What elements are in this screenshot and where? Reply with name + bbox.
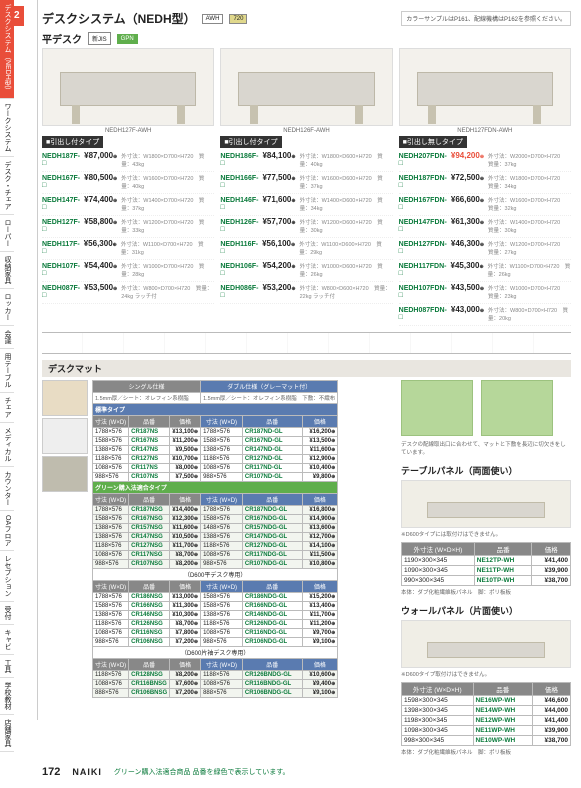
dimension-diagram [42,332,571,354]
badge-awh: AWH [202,14,224,24]
sidebar-item[interactable]: 用テーブル [0,349,14,393]
price-row: NEDH147F-□ ¥74,400⊕ 外寸法：W1400×D700×H720 … [42,194,214,216]
desk-caption: NEDH127F-AWH [42,128,214,134]
sidebar-item[interactable]: 受付 [0,602,14,625]
price-row: NEDH087F-□ ¥53,500⊕ 外寸法：W800×D700×H720 質… [42,282,214,304]
desk-image [220,48,392,126]
green-label: グリーン購入法適合商品 品番を緑色で表示しています。 [114,767,290,777]
price-row: NEDH117FDN-□ ¥45,300⊕ 外寸法：W1100×D700×H72… [399,260,571,282]
sidebar-item[interactable]: ローパー [0,215,14,252]
brand: NAIKI [72,767,102,777]
wall-panel-image [401,620,571,668]
sidebar-item[interactable]: 収納家具 [0,252,14,289]
table-panel-title: テーブルパネル（両面使い） [401,464,571,477]
price-row: NEDH147FDN-□ ¥61,300⊕ 外寸法：W1400×D700×H72… [399,216,571,238]
price-row: NEDH127FDN-□ ¥46,300⊕ 外寸法：W1200×D700×H72… [399,238,571,260]
price-row: NEDH187F-□ ¥87,000⊕ 外寸法：W1800×D700×H720 … [42,150,214,172]
desk-type-tag: ■引出し付タイプ [220,136,281,148]
wall-panel-mat: 本体：ダブ化粧繊維板パネル 脚：ポリ板板 [401,748,571,756]
page-title: デスクシステム（NEDH型） [42,10,196,27]
badge-gpn: GPN [117,34,138,44]
price-row: NEDH166F-□ ¥77,500⊕ 外寸法：W1600×D600×H720 … [220,172,392,194]
price-row: NEDH087FDN-□ ¥43,000⊕ 外寸法：W800×D700×H720… [399,304,571,326]
desk-image [399,48,571,126]
sidebar-item[interactable]: ロッカー [0,289,14,326]
mat-swatches [42,380,88,698]
sidebar-item[interactable]: レセプション [0,551,14,602]
price-row: NEDH107FDN-□ ¥43,500⊕ 外寸法：W1000×D700×H72… [399,282,571,304]
sidebar-item[interactable]: メディカル [0,423,14,467]
sidebar-item[interactable]: 店舗家具 [0,715,14,752]
price-row: NEDH107F-□ ¥54,400⊕ 外寸法：W1000×D700×H720 … [42,260,214,282]
price-row: NEDH127F-□ ¥58,800⊕ 外寸法：W1200×D700×H720 … [42,216,214,238]
page-number: 172 [42,766,60,778]
price-row: NEDH106F-□ ¥54,200⊕ 外寸法：W1000×D600×H720 … [220,260,392,282]
price-row: NEDH086F-□ ¥53,200⊕ 外寸法：W800×D600×H720 質… [220,282,392,304]
mat-layout-diagram [401,380,571,436]
badge-720: 720 [229,14,247,24]
table-panel-note: ※D600タイプには取付けはできません。 [401,530,571,538]
wall-panel-note: ※D600タイプ取付けはできません。 [401,670,571,678]
sidebar-item[interactable]: チェア [0,393,14,423]
price-row: NEDH167FDN-□ ¥66,600⊕ 外寸法：W1600×D700×H72… [399,194,571,216]
sidebar-item[interactable]: キャビ [0,625,14,655]
price-row: NEDH117F-□ ¥56,300⊕ 外寸法：W1100×D700×H720 … [42,238,214,260]
badge-jis: 新JIS [88,32,111,45]
price-row: NEDH186F-□ ¥84,100⊕ 外寸法：W1800×D600×H720 … [220,150,392,172]
price-row: NEDH187FDN-□ ¥72,500⊕ 外寸法：W1800×D700×H72… [399,172,571,194]
price-row: NEDH167F-□ ¥80,500⊕ 外寸法：W1600×D700×H720 … [42,172,214,194]
mat-note: デスクの配線取出口に合わせて、マットと下敷を長辺に切欠きをしています。 [401,440,571,456]
sidebar-item[interactable]: ワークシステム [0,99,14,157]
desk-type-tag: ■引出し無しタイプ [399,136,467,148]
desk-image [42,48,214,126]
sidebar: デスクシステム（NEDH型）ワークシステムデスク・チェアローパー収納家具ロッカー… [0,0,38,720]
sidebar-item[interactable]: デスク・チェア [0,157,14,215]
desk-caption: NEDH126F-AWH [220,128,392,134]
wall-panel-table: 外寸法 (W×D×H)品番価格1598×300×345NE16WP-WH¥46,… [401,682,571,746]
desk-type-tag: ■引出し付タイプ [42,136,103,148]
price-row: NEDH116F-□ ¥56,100⊕ 外寸法：W1100×D600×H720 … [220,238,392,260]
table-panel-mat: 本体：ダブ化粧繊維板パネル 脚：ポリ板板 [401,588,571,596]
desk-caption: NEDH127FDN-AWH [399,128,571,134]
sidebar-item[interactable]: 会議 [0,326,14,349]
sidebar-item[interactable]: 学校教材 [0,678,14,715]
sidebar-item[interactable]: デスクシステム（NEDH型） [0,0,14,99]
deskmat-table: シングル仕様ダブル仕様（グレーマット付）1.5mm厚／シート：オレフィン系樹脂1… [92,380,338,698]
wall-panel-title: ウォールパネル（片面使い） [401,604,571,617]
sidebar-item[interactable]: カウンター [0,467,14,511]
sidebar-item[interactable]: OAフロア [0,511,14,551]
table-panel-image [401,480,571,528]
sub-title: 平デスク [42,31,82,46]
price-row: NEDH207FDN-□ ¥94,200⊕ 外寸法：W2000×D700×H72… [399,150,571,172]
color-note: カラーサンプルはP161、配線機構はP162を参照ください。 [401,11,571,26]
price-row: NEDH146F-□ ¥71,600⊕ 外寸法：W1400×D600×H720 … [220,194,392,216]
sidebar-item[interactable]: 工具 [0,655,14,678]
table-panel-table: 外寸法 (W×D×H)品番価格1190×300×345NE12TP-WH¥41,… [401,542,571,586]
price-row: NEDH126F-□ ¥57,700⊕ 外寸法：W1200×D600×H720 … [220,216,392,238]
deskmat-title: デスクマット [42,360,571,377]
